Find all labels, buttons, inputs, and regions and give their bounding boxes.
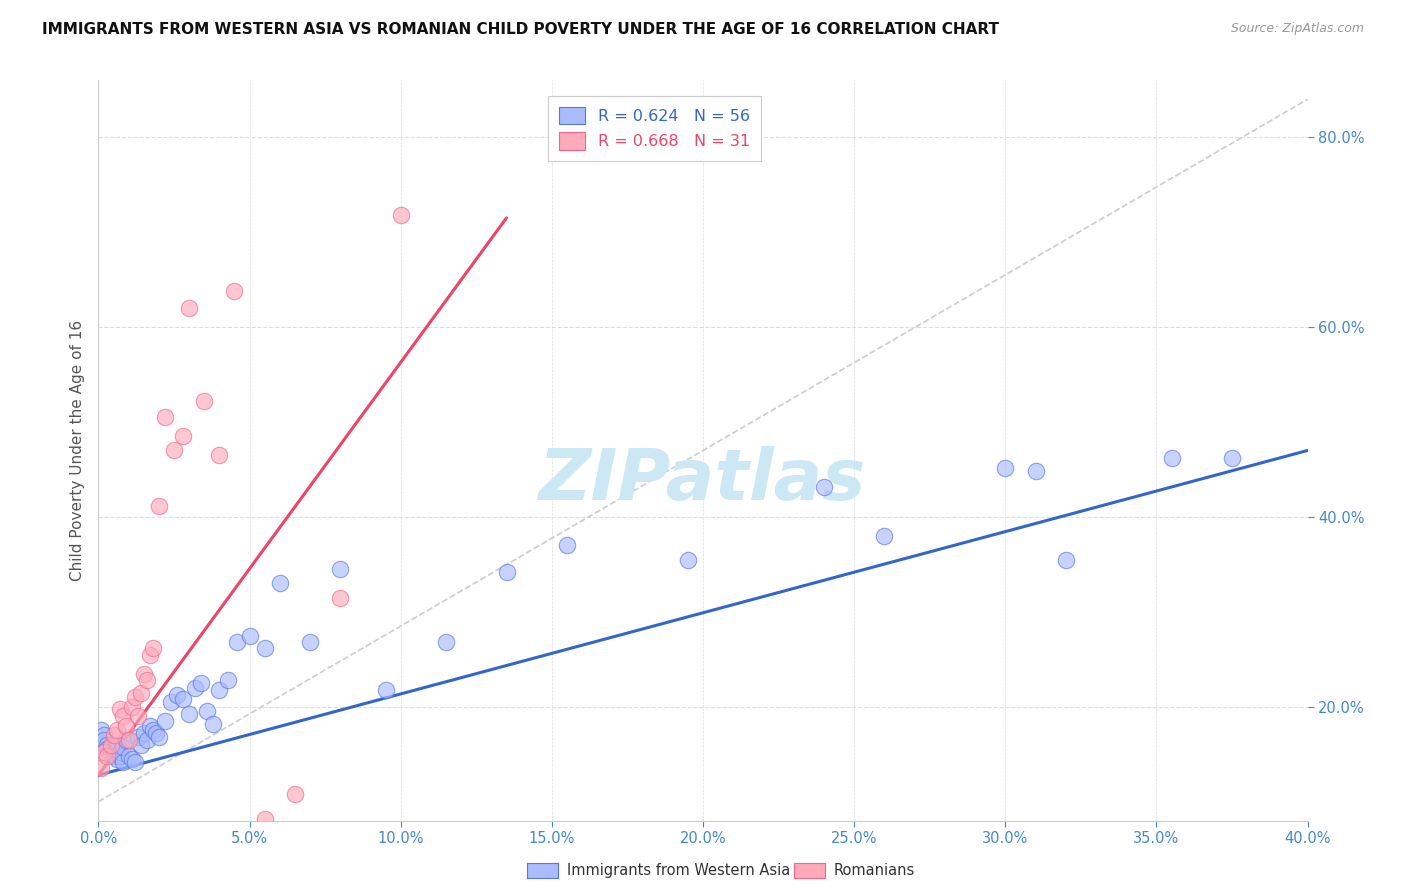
Point bbox=[114, 733, 136, 747]
Point bbox=[172, 692, 194, 706]
Point bbox=[450, 832, 472, 847]
Point bbox=[374, 682, 396, 697]
Text: Immigrants from Western Asia: Immigrants from Western Asia bbox=[567, 863, 790, 878]
Point bbox=[129, 738, 152, 752]
Point bbox=[172, 429, 194, 443]
Point bbox=[166, 689, 188, 703]
Point bbox=[93, 745, 115, 759]
Point bbox=[813, 479, 835, 493]
Point bbox=[153, 714, 176, 728]
Point bbox=[434, 635, 457, 649]
Point bbox=[93, 728, 115, 742]
Text: Source: ZipAtlas.com: Source: ZipAtlas.com bbox=[1230, 22, 1364, 36]
Point bbox=[208, 682, 231, 697]
Point bbox=[190, 676, 212, 690]
Text: IMMIGRANTS FROM WESTERN ASIA VS ROMANIAN CHILD POVERTY UNDER THE AGE OF 16 CORRE: IMMIGRANTS FROM WESTERN ASIA VS ROMANIAN… bbox=[42, 22, 1000, 37]
Point bbox=[555, 538, 578, 552]
Legend: R = 0.624   N = 56, R = 0.668   N = 31: R = 0.624 N = 56, R = 0.668 N = 31 bbox=[548, 95, 761, 161]
Point bbox=[108, 749, 131, 764]
Point bbox=[142, 640, 165, 655]
Point bbox=[253, 640, 276, 655]
Point bbox=[118, 733, 141, 747]
Point bbox=[193, 394, 215, 409]
Point bbox=[132, 726, 155, 740]
Point bbox=[1160, 451, 1182, 466]
Point bbox=[1220, 451, 1243, 466]
Point bbox=[100, 739, 122, 754]
Point bbox=[108, 701, 131, 715]
Point bbox=[100, 738, 122, 752]
Point bbox=[121, 699, 143, 714]
Point bbox=[1024, 464, 1046, 478]
Point bbox=[139, 648, 162, 662]
Point bbox=[1054, 552, 1077, 566]
Point bbox=[118, 749, 141, 764]
Point bbox=[103, 742, 125, 756]
Point bbox=[226, 635, 249, 649]
Point bbox=[224, 284, 246, 298]
Point bbox=[179, 707, 201, 722]
Point bbox=[495, 565, 517, 579]
Point bbox=[253, 812, 276, 826]
Point bbox=[139, 719, 162, 733]
Point bbox=[93, 733, 115, 747]
Point bbox=[269, 576, 291, 591]
Point bbox=[96, 749, 118, 764]
Text: ZIPatlas: ZIPatlas bbox=[540, 446, 866, 515]
Point bbox=[184, 681, 207, 695]
Point bbox=[329, 562, 352, 576]
Point bbox=[103, 728, 125, 742]
Point bbox=[127, 709, 149, 723]
Point bbox=[145, 726, 167, 740]
Point bbox=[135, 673, 157, 688]
Point bbox=[111, 755, 134, 769]
Point bbox=[132, 666, 155, 681]
Point bbox=[105, 723, 128, 738]
Point bbox=[153, 410, 176, 425]
Point bbox=[389, 208, 412, 222]
Point bbox=[111, 709, 134, 723]
Point bbox=[994, 460, 1017, 475]
Point bbox=[121, 752, 143, 766]
Point bbox=[179, 301, 201, 315]
Point bbox=[239, 629, 262, 643]
Point bbox=[160, 695, 183, 709]
Point bbox=[217, 673, 239, 688]
Point bbox=[96, 742, 118, 756]
Point bbox=[676, 552, 699, 566]
Point bbox=[124, 690, 146, 705]
Point bbox=[108, 745, 131, 759]
Point bbox=[124, 755, 146, 769]
Point bbox=[284, 787, 307, 801]
Point bbox=[105, 738, 128, 752]
Point bbox=[202, 716, 225, 731]
Point bbox=[135, 733, 157, 747]
Point bbox=[100, 747, 122, 762]
Point bbox=[129, 685, 152, 699]
Point bbox=[208, 448, 231, 462]
Point bbox=[195, 705, 218, 719]
Point bbox=[90, 761, 112, 775]
Point bbox=[96, 738, 118, 752]
Y-axis label: Child Poverty Under the Age of 16: Child Poverty Under the Age of 16 bbox=[69, 320, 84, 581]
Point bbox=[142, 723, 165, 738]
Point bbox=[111, 739, 134, 754]
Point bbox=[148, 499, 170, 513]
Point bbox=[299, 635, 322, 649]
Point bbox=[90, 723, 112, 738]
Point bbox=[873, 529, 896, 543]
Point bbox=[127, 730, 149, 744]
Point bbox=[114, 719, 136, 733]
Point bbox=[148, 730, 170, 744]
Text: Romanians: Romanians bbox=[834, 863, 915, 878]
Point bbox=[105, 752, 128, 766]
Point bbox=[163, 443, 186, 458]
Point bbox=[103, 749, 125, 764]
Point bbox=[329, 591, 352, 605]
